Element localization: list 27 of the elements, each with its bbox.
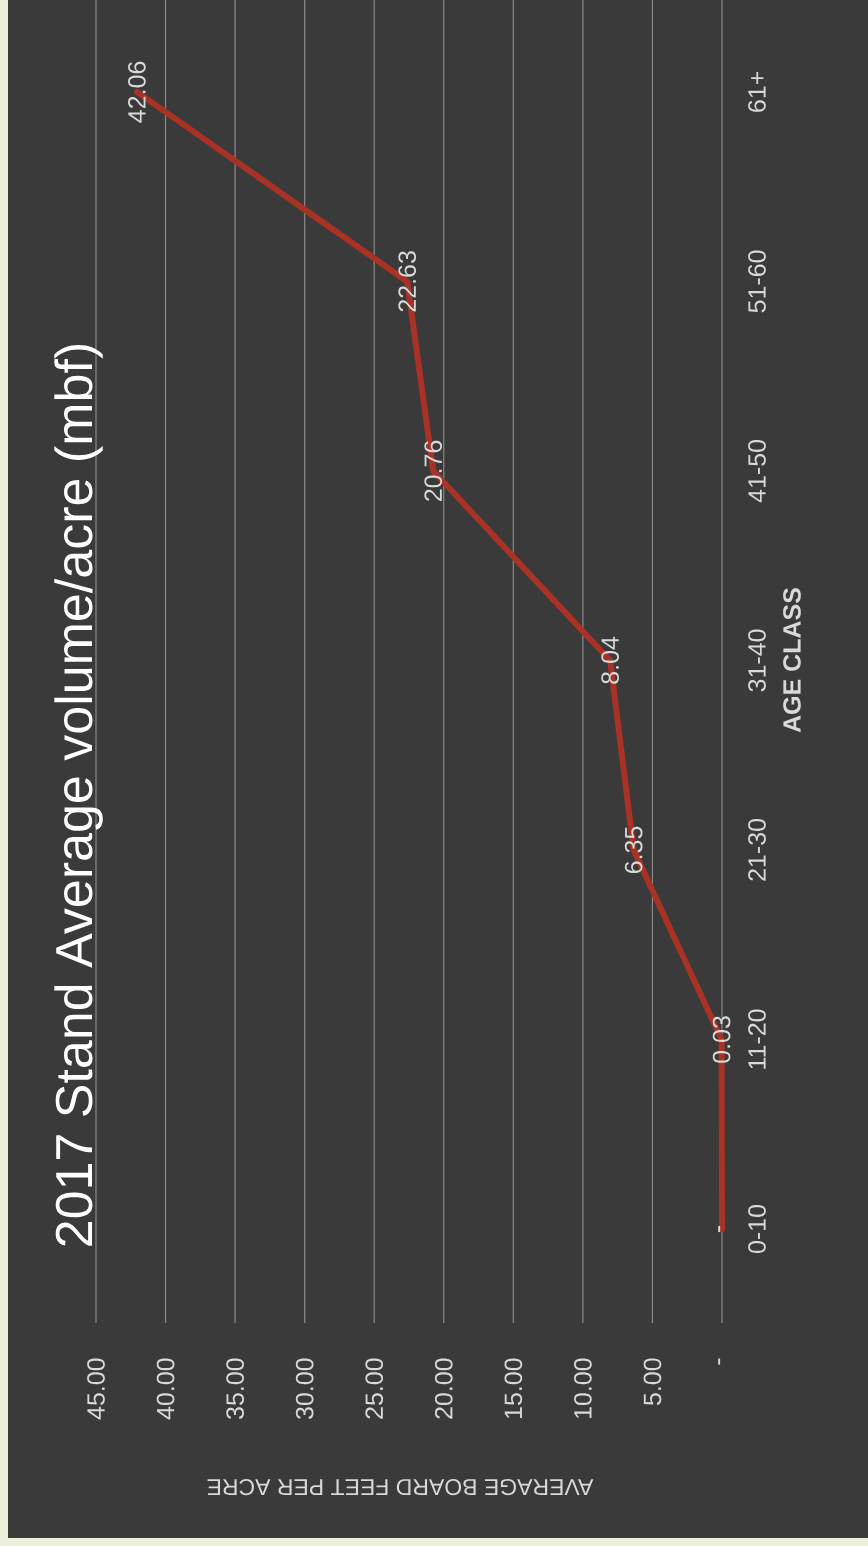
y-tick-label: 11-20 [748, 1009, 766, 1069]
x-tick-label: 10.00 [574, 1358, 592, 1419]
text: 2017 Stand Average volume/acre (mbf) [54, 345, 103, 1246]
x-tick-label: 45.00 [87, 1358, 105, 1420]
y-axis-title: AGE CLASS [783, 588, 801, 733]
data-label: 42.06 [128, 61, 146, 123]
x-tick-label: 5.00 [643, 1358, 662, 1406]
x-tick-label: 30.00 [295, 1358, 314, 1420]
x-tick-label: 35.00 [226, 1358, 244, 1420]
x-tick-label: 40.00 [156, 1358, 175, 1420]
data-label: 6.35 [624, 826, 643, 874]
data-label: - [718, 1225, 721, 1233]
data-label: 0.03 [712, 1016, 731, 1063]
x-tick-label: 25.00 [365, 1358, 384, 1419]
data-label: 8.04 [601, 636, 619, 684]
y-tick-label: 41-50 [748, 439, 766, 503]
x-tick-label: - [718, 1358, 721, 1365]
y-tick-label: 21-30 [748, 819, 766, 881]
x-axis-title: AVERAGE BOARD FEET PER ACRE [207, 1478, 594, 1496]
data-label: 22.63 [398, 251, 417, 312]
y-tick-label: 51-60 [748, 250, 766, 313]
y-tick-label: 0-10 [748, 1204, 766, 1254]
x-tick-label: 15.00 [504, 1358, 523, 1419]
y-tick-label: 61+ [748, 71, 766, 112]
x-tick-label: 20.00 [434, 1358, 453, 1419]
y-tick-label: 31-40 [748, 629, 766, 692]
data-label: 20.76 [424, 440, 443, 501]
